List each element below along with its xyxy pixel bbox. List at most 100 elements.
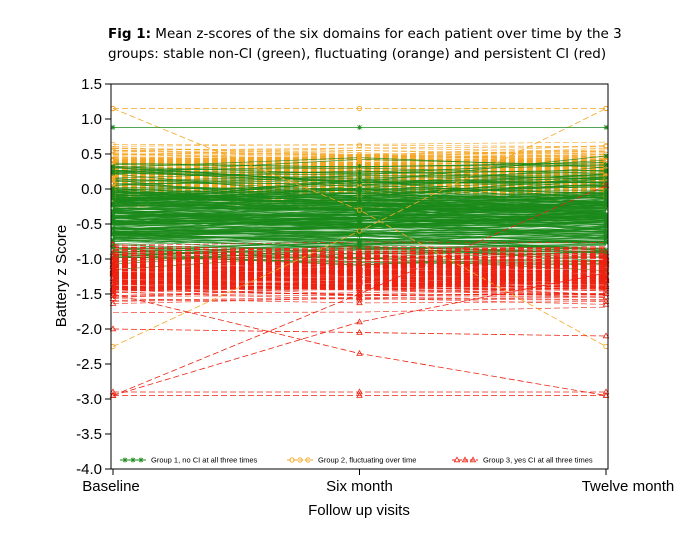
data-point bbox=[356, 318, 363, 325]
data-point bbox=[602, 290, 610, 297]
data-point bbox=[110, 187, 116, 193]
series-line bbox=[112, 272, 607, 396]
y-tick-label: -1.0 bbox=[76, 251, 102, 268]
data-point bbox=[356, 294, 363, 301]
data-point bbox=[603, 187, 609, 193]
data-point bbox=[602, 252, 610, 259]
data-point bbox=[602, 388, 610, 395]
data-point bbox=[109, 263, 117, 269]
data-point bbox=[357, 124, 362, 130]
data-point bbox=[357, 203, 362, 209]
data-point bbox=[356, 263, 363, 270]
data-point bbox=[110, 242, 116, 248]
data-point bbox=[356, 157, 363, 164]
data-point bbox=[602, 332, 610, 339]
caption-text: Mean z-scores of the six domains for eac… bbox=[108, 26, 622, 62]
data-point bbox=[357, 242, 362, 248]
data-point bbox=[602, 391, 610, 398]
data-point bbox=[109, 254, 117, 261]
series-markers bbox=[109, 105, 610, 398]
x-tick-label: Baseline bbox=[82, 478, 140, 495]
data-point bbox=[356, 260, 363, 266]
data-point bbox=[603, 203, 609, 209]
data-point bbox=[356, 278, 363, 285]
data-point bbox=[357, 163, 362, 169]
data-point bbox=[357, 224, 362, 230]
data-point bbox=[603, 153, 609, 159]
y-tick-label: -3.5 bbox=[76, 426, 102, 443]
y-tick-label: -0.5 bbox=[76, 216, 102, 233]
data-point bbox=[109, 278, 117, 285]
data-point bbox=[109, 275, 117, 281]
series-line bbox=[112, 297, 607, 305]
data-point bbox=[356, 262, 363, 269]
y-tick-label: 1.5 bbox=[81, 76, 102, 93]
y-tick-label: 0.5 bbox=[81, 146, 102, 163]
data-point bbox=[356, 142, 363, 148]
series-line bbox=[112, 293, 607, 396]
data-point bbox=[356, 295, 363, 302]
caption-label: Fig 1: bbox=[108, 26, 152, 42]
data-point bbox=[356, 228, 363, 234]
data-point bbox=[109, 269, 117, 275]
data-point bbox=[357, 215, 362, 221]
x-axis-title: Follow up visits bbox=[308, 502, 410, 519]
data-point bbox=[603, 198, 609, 204]
legend-marker bbox=[130, 457, 136, 463]
figure-caption: Fig 1: Mean z-scores of the six domains … bbox=[108, 24, 628, 64]
data-point bbox=[602, 267, 610, 274]
data-point bbox=[357, 220, 362, 226]
data-point bbox=[603, 162, 609, 168]
data-point bbox=[109, 388, 117, 395]
data-point bbox=[356, 388, 363, 395]
y-axis: 1.5 1.0 0.5 0.0 -0.5 -1.0 -1.5 -2.0 -2.5 -3.0 -3.5… bbox=[76, 76, 111, 478]
data-point bbox=[356, 328, 363, 335]
legend-background bbox=[113, 452, 606, 466]
data-point bbox=[110, 124, 116, 130]
data-point bbox=[110, 164, 116, 170]
data-point bbox=[109, 391, 117, 398]
data-point bbox=[110, 170, 116, 176]
data-point bbox=[357, 212, 362, 218]
legend-label: Group 1, no CI at all three times bbox=[151, 456, 258, 465]
data-point bbox=[357, 171, 362, 177]
data-point bbox=[109, 284, 117, 291]
series-line bbox=[112, 306, 607, 314]
series-line bbox=[112, 328, 607, 337]
series-line bbox=[112, 141, 607, 147]
data-point bbox=[357, 207, 362, 213]
data-point bbox=[109, 290, 117, 297]
y-tick-label: -1.5 bbox=[76, 286, 102, 303]
data-point bbox=[356, 105, 363, 112]
y-tick-label: -2.0 bbox=[76, 321, 102, 338]
series-line bbox=[112, 287, 607, 295]
data-point bbox=[602, 293, 610, 300]
data-point bbox=[357, 187, 362, 193]
data-point bbox=[603, 175, 609, 181]
legend-marker bbox=[305, 457, 311, 463]
series-line bbox=[112, 150, 607, 161]
data-point bbox=[109, 283, 117, 289]
y-tick-label: -2.5 bbox=[76, 356, 102, 373]
data-point bbox=[356, 349, 363, 356]
series-line bbox=[112, 144, 607, 148]
data-point bbox=[109, 240, 117, 247]
data-point bbox=[356, 391, 363, 398]
data-point bbox=[110, 226, 116, 232]
data-point bbox=[356, 289, 363, 295]
data-point bbox=[603, 182, 609, 188]
data-point bbox=[357, 200, 362, 206]
data-point bbox=[603, 167, 609, 173]
data-point bbox=[356, 207, 363, 213]
legend-marker bbox=[453, 456, 461, 463]
data-point bbox=[603, 214, 609, 220]
data-point bbox=[357, 238, 362, 244]
data-point bbox=[110, 190, 116, 196]
data-point bbox=[356, 253, 363, 259]
legend-marker bbox=[461, 456, 469, 463]
data-point bbox=[110, 201, 116, 207]
data-point bbox=[109, 249, 117, 256]
data-point bbox=[110, 208, 116, 214]
data-point bbox=[109, 266, 117, 273]
